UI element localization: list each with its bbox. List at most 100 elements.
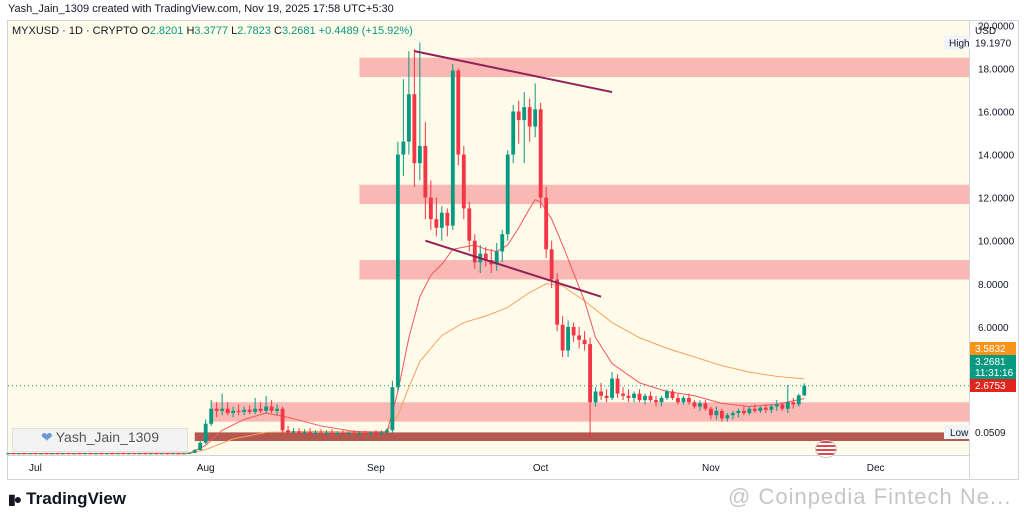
- candle-body: [247, 409, 252, 412]
- price-tick-label: 8.0000: [978, 280, 1009, 291]
- candle-body: [258, 408, 263, 411]
- candle-body: [516, 111, 521, 121]
- candle-body: [236, 410, 241, 412]
- candle-body: [505, 154, 510, 235]
- candle-body: [681, 397, 686, 403]
- legend-low: 2.7823: [237, 25, 271, 37]
- candle-body: [242, 409, 247, 412]
- time-tick-label: Oct: [533, 463, 549, 474]
- candle-body: [368, 432, 373, 434]
- resistance-zone-0: [359, 57, 969, 78]
- candle-body: [187, 452, 192, 454]
- price-tick-label: 18.0000: [978, 64, 1015, 75]
- candle-body: [209, 408, 214, 424]
- time-axis[interactable]: [8, 455, 969, 479]
- ma-fast-badge: [970, 379, 1016, 392]
- legend-high-label: H: [186, 25, 195, 37]
- candle-body: [6, 453, 10, 455]
- candle-body: [467, 208, 472, 241]
- candle-body: [264, 406, 269, 411]
- candle-body: [659, 397, 664, 403]
- candle-body: [665, 391, 669, 398]
- time-tick-label: Nov: [702, 463, 720, 474]
- time-tick-label: Jul: [29, 463, 42, 474]
- time-tick-label: Dec: [867, 463, 885, 474]
- candle-body: [692, 402, 697, 407]
- candle-body: [198, 442, 203, 451]
- candle-body: [28, 453, 32, 455]
- candle-body: [708, 408, 713, 416]
- candle-body: [533, 109, 538, 127]
- candle-body: [621, 393, 625, 396]
- resistance-zone-1: [359, 184, 969, 205]
- candle-body: [500, 234, 505, 252]
- candle-body: [791, 402, 796, 405]
- candle-body: [774, 404, 779, 407]
- high-value: 19.1970: [975, 39, 1012, 50]
- candle-body: [719, 410, 724, 419]
- candle-body: [802, 385, 807, 396]
- candle-body: [637, 393, 642, 401]
- ma-fast-value: 2.6753: [975, 381, 1006, 392]
- candle-body: [417, 145, 422, 164]
- candle-body: [110, 453, 115, 455]
- candle-body: [384, 430, 389, 433]
- candle-body: [280, 408, 285, 431]
- candle-body: [88, 453, 93, 455]
- candle-body: [313, 432, 318, 434]
- low-caption: Low: [950, 428, 969, 439]
- price-axis[interactable]: [969, 21, 1018, 478]
- us-flag-icon[interactable]: [815, 440, 837, 458]
- candle-body: [522, 107, 527, 121]
- tradingview-logo[interactable]: ▮● TradingView: [8, 489, 126, 509]
- candle-body: [82, 453, 87, 455]
- candle-body: [66, 453, 71, 455]
- candle-body: [60, 453, 65, 455]
- candle-body: [582, 339, 587, 345]
- candle-body: [736, 410, 741, 414]
- candle-body: [434, 219, 439, 228]
- low-caption-bg: [944, 425, 970, 439]
- legend-symbol: MYXUSD · 1D · CRYPTO: [12, 25, 139, 37]
- candle-body: [225, 408, 230, 414]
- candle-body: [374, 432, 378, 434]
- candle-body: [412, 94, 417, 164]
- candle-body: [319, 432, 323, 434]
- candle-body: [220, 408, 225, 411]
- legend-close: 3.2681: [281, 25, 316, 37]
- candle-body: [560, 324, 565, 351]
- candle-body: [55, 453, 60, 455]
- candle-body: [588, 344, 593, 403]
- candle-body: [17, 453, 21, 455]
- bar-countdown: 11:31:16: [975, 368, 1014, 379]
- candle-body: [472, 240, 477, 263]
- low-value: 0.0509: [975, 428, 1006, 439]
- trendline-1: [425, 239, 602, 298]
- candle-body: [22, 453, 27, 455]
- candle-body: [363, 433, 367, 435]
- candle-body: [758, 407, 763, 411]
- chart-plot-area[interactable]: [8, 21, 969, 455]
- candle-body: [352, 433, 356, 435]
- candle-body: [297, 431, 301, 433]
- candle-body: [670, 391, 675, 398]
- candle-body: [632, 393, 636, 398]
- candle-body: [93, 453, 98, 455]
- candle-body: [181, 453, 186, 455]
- candle-body: [730, 413, 735, 416]
- legend-close-label: C: [273, 25, 282, 37]
- candle-body: [654, 400, 658, 403]
- candle-body: [39, 453, 43, 455]
- ma-slow-value: 3.5832: [975, 344, 1006, 355]
- candle-body: [192, 450, 197, 453]
- legend-open-label: O: [141, 25, 150, 37]
- candle-body: [643, 395, 647, 401]
- ma-slow-badge: [970, 342, 1016, 355]
- candle-body: [483, 253, 488, 261]
- candle-body: [406, 94, 411, 142]
- candle-body: [203, 423, 208, 443]
- legend-change: +0.4489 (+15.92%): [318, 25, 413, 37]
- candle-body: [275, 408, 280, 411]
- candle-body: [703, 403, 708, 409]
- currency-label[interactable]: USD: [975, 26, 997, 37]
